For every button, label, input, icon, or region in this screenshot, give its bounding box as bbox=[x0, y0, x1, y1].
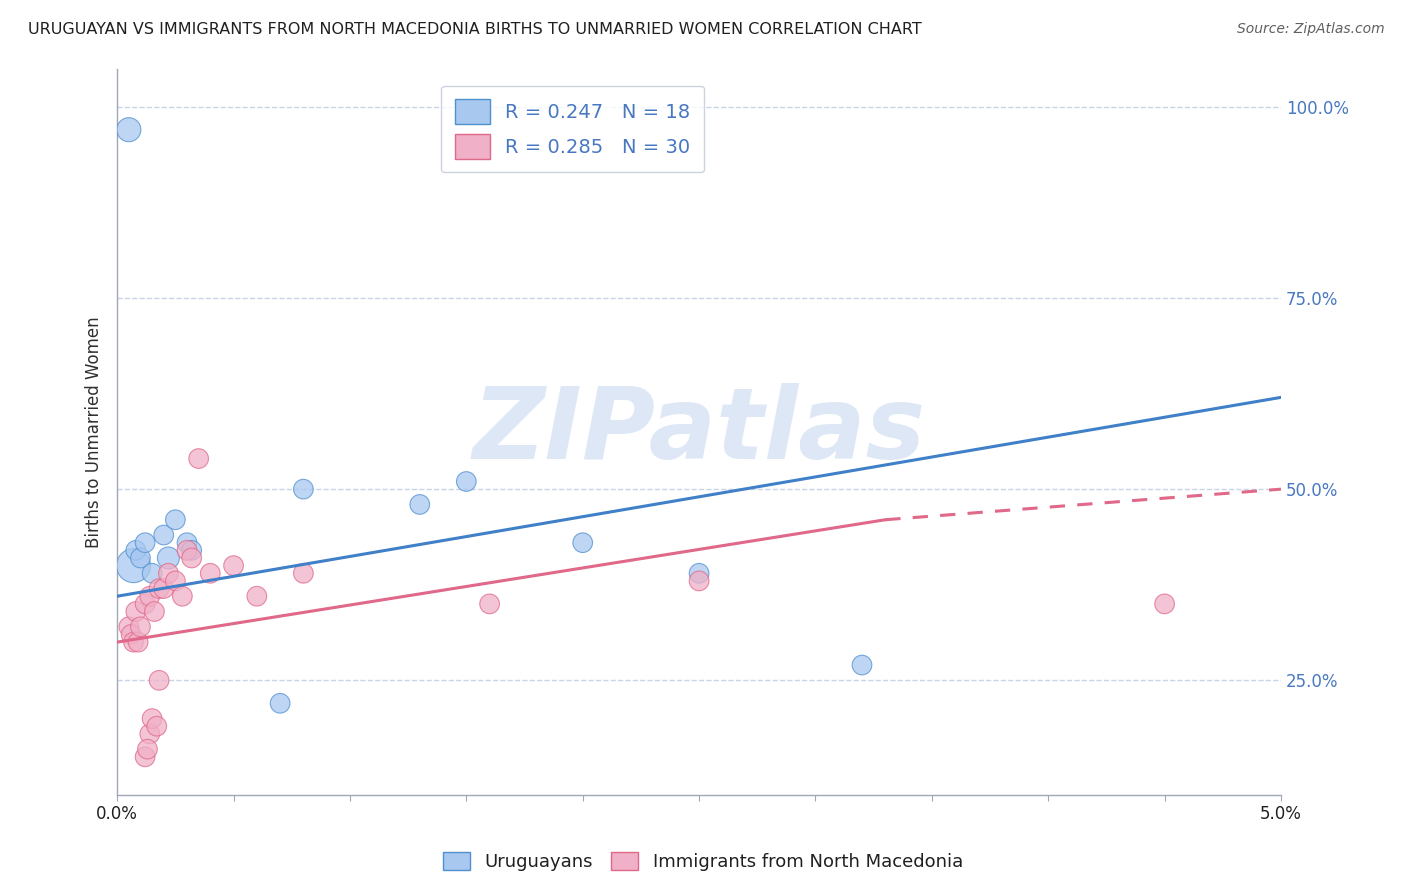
Point bbox=[125, 605, 148, 619]
Point bbox=[152, 582, 174, 596]
Point bbox=[292, 566, 315, 581]
Point bbox=[176, 543, 198, 558]
Point bbox=[141, 566, 163, 581]
Point bbox=[269, 696, 291, 710]
Point bbox=[141, 712, 163, 726]
Point bbox=[165, 513, 187, 527]
Point bbox=[292, 482, 315, 496]
Text: ZIPatlas: ZIPatlas bbox=[472, 384, 925, 480]
Point bbox=[148, 582, 170, 596]
Point bbox=[129, 620, 152, 634]
Point bbox=[139, 589, 162, 603]
Point bbox=[851, 658, 873, 673]
Point bbox=[122, 558, 145, 573]
Point bbox=[134, 597, 156, 611]
Point bbox=[478, 597, 501, 611]
Point bbox=[118, 620, 141, 634]
Point bbox=[125, 543, 148, 558]
Legend: Uruguayans, Immigrants from North Macedonia: Uruguayans, Immigrants from North Macedo… bbox=[436, 845, 970, 879]
Point bbox=[180, 543, 202, 558]
Point bbox=[134, 535, 156, 549]
Point bbox=[122, 635, 145, 649]
Point bbox=[200, 566, 222, 581]
Point bbox=[136, 742, 159, 756]
Point bbox=[148, 673, 170, 688]
Point bbox=[120, 627, 142, 641]
Point bbox=[571, 535, 593, 549]
Point bbox=[143, 605, 166, 619]
Point bbox=[246, 589, 269, 603]
Point bbox=[157, 551, 180, 566]
Point bbox=[129, 551, 152, 566]
Point bbox=[127, 635, 149, 649]
Point bbox=[456, 475, 478, 489]
Text: URUGUAYAN VS IMMIGRANTS FROM NORTH MACEDONIA BIRTHS TO UNMARRIED WOMEN CORRELATI: URUGUAYAN VS IMMIGRANTS FROM NORTH MACED… bbox=[28, 22, 922, 37]
Point bbox=[409, 498, 432, 512]
Point bbox=[688, 574, 710, 588]
Point bbox=[180, 551, 202, 566]
Point bbox=[187, 451, 209, 466]
Point bbox=[165, 574, 187, 588]
Point bbox=[1153, 597, 1175, 611]
Point bbox=[134, 749, 156, 764]
Point bbox=[688, 566, 710, 581]
Point bbox=[157, 566, 180, 581]
Point bbox=[176, 535, 198, 549]
Point bbox=[172, 589, 194, 603]
Legend: R = 0.247   N = 18, R = 0.285   N = 30: R = 0.247 N = 18, R = 0.285 N = 30 bbox=[441, 86, 704, 172]
Point bbox=[145, 719, 167, 733]
Point bbox=[118, 122, 141, 136]
Y-axis label: Births to Unmarried Women: Births to Unmarried Women bbox=[86, 316, 103, 548]
Point bbox=[222, 558, 245, 573]
Point bbox=[152, 528, 174, 542]
Text: Source: ZipAtlas.com: Source: ZipAtlas.com bbox=[1237, 22, 1385, 37]
Point bbox=[139, 727, 162, 741]
